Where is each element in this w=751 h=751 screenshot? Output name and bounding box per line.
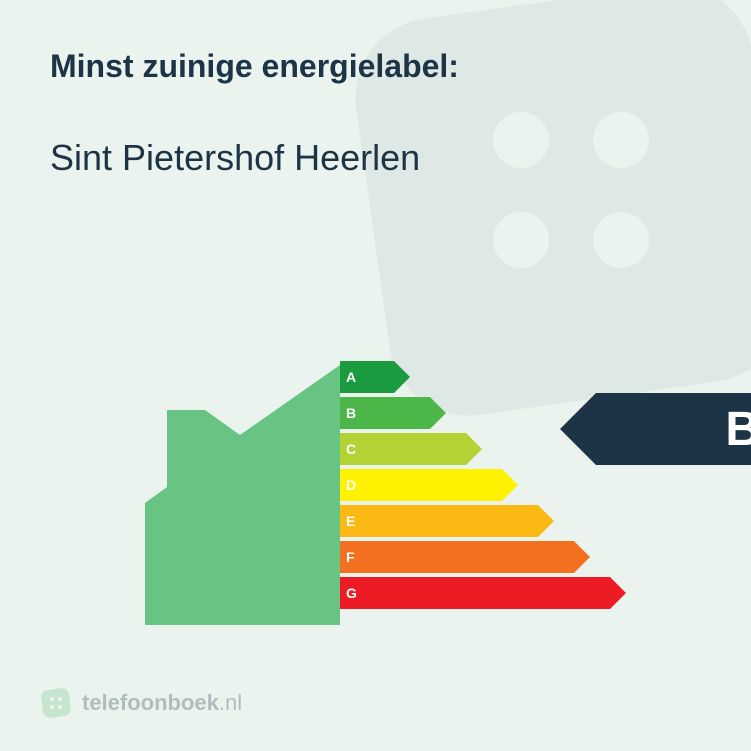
energy-bar-label: E [346,513,355,529]
energy-bar-label: A [346,369,356,385]
footer-brand-name: telefoonboek [82,690,219,715]
rating-badge-letter: B [725,402,751,457]
rating-badge: B [635,393,751,465]
house-icon [145,365,340,625]
energy-bar-label: D [346,477,356,493]
footer-brand-tld: .nl [219,690,242,715]
energy-label-chart: A B C D E F G B [145,345,751,625]
footer-brand: telefoonboek.nl [40,687,242,719]
energy-bar-label: F [346,549,355,565]
energy-bar-label: B [346,405,356,421]
energy-bar-label: G [346,585,357,601]
energy-bar-label: C [346,441,356,457]
page-title: Minst zuinige energielabel: [50,48,701,85]
rating-badge-shape [560,393,751,465]
footer-logo-icon [40,687,72,719]
footer-brand-text: telefoonboek.nl [82,690,242,716]
location-name: Sint Pietershof Heerlen [50,137,701,179]
